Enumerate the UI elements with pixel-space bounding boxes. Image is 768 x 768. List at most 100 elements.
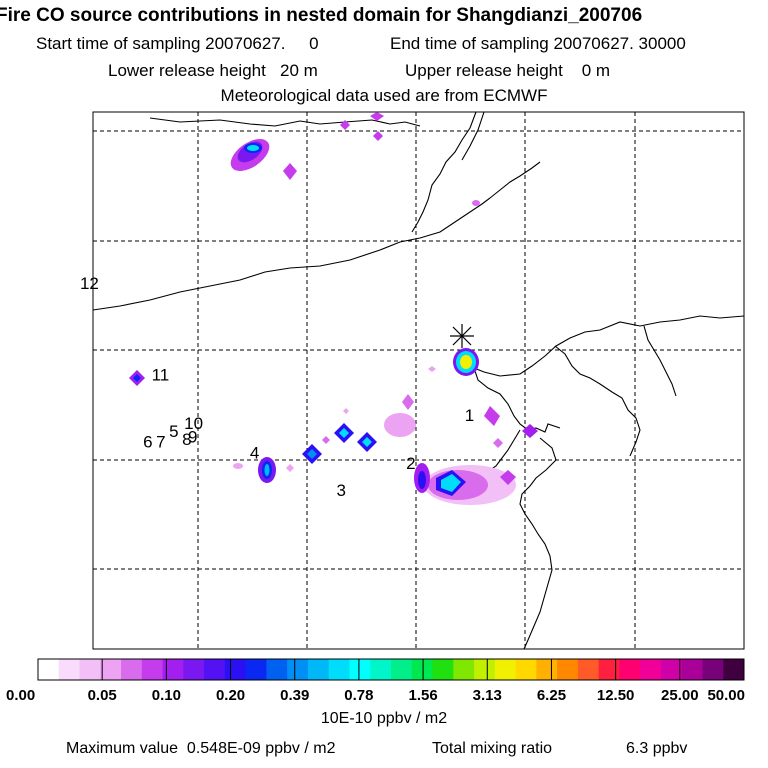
- day-label-8: 8: [182, 430, 191, 449]
- plume-core: [264, 464, 270, 476]
- colorbar-tick-label: 12.50: [597, 687, 635, 704]
- plume: [322, 436, 330, 444]
- plume: [283, 163, 297, 180]
- colorbar-swatch: [204, 659, 226, 680]
- day-label-5: 5: [169, 422, 178, 441]
- colorbar-swatch: [598, 659, 620, 680]
- colorbar-tick-label: 0.39: [280, 687, 309, 704]
- colorbar-swatch: [58, 659, 81, 680]
- colorbar-swatch: [349, 659, 371, 680]
- border-line: [461, 111, 485, 161]
- coastline: [473, 315, 745, 377]
- colorbar-swatch: [224, 659, 247, 680]
- day-label-6: 6: [143, 433, 152, 452]
- colorbar-tick-label: 0.20: [216, 687, 245, 704]
- colorbar-swatch: [660, 659, 683, 680]
- day-label-1: 1: [465, 406, 474, 425]
- colorbar-swatch: [370, 659, 392, 680]
- plume-core: [441, 474, 461, 492]
- colorbar-swatch: [515, 659, 537, 680]
- day-label-4: 4: [250, 443, 259, 462]
- plume-core: [307, 449, 317, 459]
- colorbar-swatch: [79, 659, 101, 680]
- colorbar-tick-label: 0.00: [6, 687, 35, 704]
- plot-frame: [92, 111, 745, 650]
- coastline: [519, 437, 557, 650]
- colorbar-swatch: [432, 659, 454, 680]
- colorbar-swatch: [577, 659, 600, 680]
- colorbar-swatch: [287, 659, 309, 680]
- day-label-2: 2: [406, 454, 415, 473]
- plume: [286, 464, 294, 472]
- gridlines: [93, 112, 744, 649]
- colorbar-tick-label: 0.78: [344, 687, 373, 704]
- colorbar-swatch: [121, 659, 143, 680]
- colorbar: 0.00 0.05 0.10 0.20 0.39 0.78 1.56 3.13 6.25 12.5…: [6, 658, 745, 704]
- plume: [258, 457, 276, 483]
- receptor-marker: [450, 324, 474, 348]
- plume-core: [339, 428, 349, 438]
- colorbar-tick-label: 25.00: [661, 687, 699, 704]
- plume: [230, 139, 270, 171]
- plume-core: [247, 145, 259, 151]
- coastline: [473, 367, 561, 433]
- max-value-text: Maximum value 0.548E-09 ppbv / m2: [66, 740, 336, 757]
- colorbar-swatch: [494, 659, 517, 680]
- upper-release-text: Upper release height 0 m: [405, 61, 611, 80]
- day-label-3: 3: [336, 481, 345, 500]
- plume-core: [133, 374, 141, 382]
- plume: [343, 408, 349, 414]
- plume: [472, 200, 480, 206]
- colorbar-swatch: [162, 659, 184, 680]
- day-label-9: 9: [188, 427, 197, 446]
- plume: [484, 406, 500, 426]
- colorbar-tick-label: 0.10: [152, 687, 181, 704]
- start-time-text: Start time of sampling 20070627. 0: [36, 34, 319, 53]
- plume-core: [362, 437, 372, 447]
- day-label-11: 11: [152, 366, 170, 385]
- plume: [357, 432, 377, 452]
- colorbar-swatch: [38, 659, 60, 680]
- colorbar-swatch: [307, 659, 330, 680]
- plume: [414, 463, 516, 505]
- plume: [493, 438, 503, 448]
- colorbar-swatch: [391, 659, 413, 680]
- plume: [302, 444, 322, 464]
- met-data-text: Meteorological data used are from ECMWF: [220, 86, 548, 105]
- colorbar-tick-label: 3.13: [473, 687, 502, 704]
- plume-field: [129, 112, 538, 505]
- coastlines: [92, 111, 745, 650]
- colorbar-frame: [37, 658, 745, 681]
- colorbar-swatch: [453, 659, 475, 680]
- coastline: [643, 325, 677, 397]
- colorbar-swatch: [640, 659, 662, 680]
- colorbar-swatch: [141, 659, 164, 680]
- plume: [453, 348, 479, 376]
- plume: [373, 131, 383, 141]
- end-time-text: End time of sampling 20070627. 30000: [390, 34, 686, 53]
- plume: [340, 120, 350, 130]
- colorbar-swatch: [266, 659, 288, 680]
- day-label-7: 7: [156, 433, 165, 452]
- colorbar-swatch: [557, 659, 579, 680]
- colorbar-swatch: [100, 659, 122, 680]
- colorbar-tick-label: 50.00: [707, 687, 745, 704]
- colorbar-swatch: [328, 659, 350, 680]
- receptor-stroke: [452, 326, 472, 346]
- plume: [370, 112, 384, 121]
- colorbar-swatch: [619, 659, 641, 680]
- lower-release-text: Lower release height 20 m: [108, 61, 318, 80]
- total-mixing-value: 6.3 ppbv: [626, 740, 688, 757]
- border-line: [92, 197, 491, 311]
- colorbar-swatch: [723, 659, 745, 680]
- colorbar-swatch: [411, 659, 434, 680]
- plume: [522, 424, 538, 438]
- border-line: [149, 117, 421, 127]
- colorbar-tick-label: 6.25: [537, 687, 566, 704]
- colorbar-tick-label: 0.05: [88, 687, 117, 704]
- plume: [233, 463, 243, 469]
- page-title: Fire CO source contributions in nested d…: [0, 5, 643, 26]
- plume: [129, 370, 145, 386]
- plume: [428, 366, 436, 372]
- day-label-10: 10: [184, 414, 203, 433]
